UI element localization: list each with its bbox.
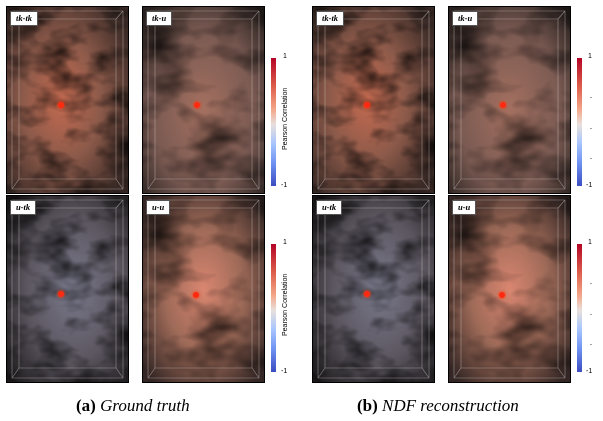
colorbar-title: Pearson Correlation: [282, 274, 289, 336]
bounding-box-frame: [143, 7, 264, 193]
query-point-marker: [58, 102, 64, 108]
panel-label: u-tk: [316, 200, 342, 215]
query-point-marker: [194, 102, 200, 108]
panel-b-tk-u: tk-u: [448, 6, 571, 194]
bounding-box-frame: [143, 196, 264, 382]
panel-label: tk-u: [146, 11, 172, 26]
panel-label: u-tk: [10, 200, 36, 215]
panel-label: tk-u: [452, 11, 478, 26]
panel-a-tk-tk: tk-tk: [6, 6, 129, 194]
bounding-box-frame: [449, 7, 570, 193]
colorbar-max-label: 1: [283, 239, 287, 246]
colorbar-max-label: 1: [588, 239, 592, 246]
colorbar-tick: -: [590, 312, 592, 318]
query-point-marker: [499, 292, 505, 298]
colorbar-max-label: 1: [588, 53, 592, 60]
colorbar-tick: -: [590, 342, 592, 348]
query-point-marker: [364, 102, 370, 108]
colorbar-min-label: -1: [281, 182, 287, 189]
bounding-box-frame: [313, 7, 434, 193]
colorbar: [271, 244, 276, 372]
query-point-marker: [364, 291, 370, 297]
caption-b: (b) NDF reconstruction: [357, 396, 519, 416]
panel-b-tk-tk: tk-tk: [312, 6, 435, 194]
panel-label: tk-tk: [10, 11, 38, 26]
panel-label: u-u: [146, 200, 170, 215]
colorbar: [577, 244, 582, 372]
caption-tag: (b): [357, 396, 378, 415]
panel-a-u-u: u-u: [142, 195, 265, 383]
panel-a-u-tk: u-tk: [6, 195, 129, 383]
caption-a: (a) Ground truth: [76, 396, 190, 416]
panel-label: u-u: [452, 200, 476, 215]
panel-label: tk-tk: [316, 11, 344, 26]
colorbar-tick: -: [590, 126, 592, 132]
colorbar-tick: -: [590, 95, 592, 101]
colorbar: [271, 58, 276, 186]
query-point-marker: [58, 291, 64, 297]
colorbar-title: Pearson Correlation: [282, 88, 289, 150]
bounding-box-frame: [7, 7, 128, 193]
caption-text: NDF reconstruction: [382, 396, 519, 415]
colorbar-tick: -: [590, 156, 592, 162]
colorbar-tick: -: [590, 281, 592, 287]
colorbar-min-label: -1: [586, 182, 592, 189]
caption-tag: (a): [76, 396, 96, 415]
panel-a-tk-u: tk-u: [142, 6, 265, 194]
colorbar-max-label: 1: [283, 53, 287, 60]
bounding-box-frame: [313, 196, 434, 382]
colorbar-min-label: -1: [281, 368, 287, 375]
caption-text: Ground truth: [100, 396, 190, 415]
bounding-box-frame: [449, 196, 570, 382]
panel-b-u-u: u-u: [448, 195, 571, 383]
panel-b-u-tk: u-tk: [312, 195, 435, 383]
colorbar-min-label: -1: [586, 368, 592, 375]
bounding-box-frame: [7, 196, 128, 382]
query-point-marker: [500, 102, 506, 108]
colorbar: [577, 58, 582, 186]
query-point-marker: [193, 292, 199, 298]
